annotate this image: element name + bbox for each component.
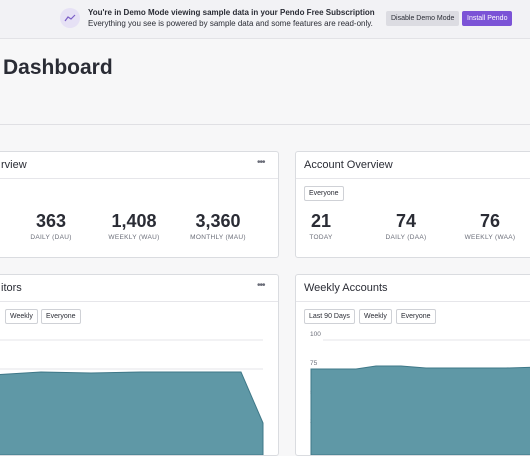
filter-chip[interactable]: Last 90 Days [304,309,355,324]
y-tick-label: 100 [310,331,321,338]
metric-value: 76 [479,211,501,231]
card: Account Overview Everyone 21 TODAY 74 DA… [295,151,530,258]
filter-chip[interactable]: Weekly [359,309,392,324]
area [0,371,264,455]
card-title: rview [1,159,27,171]
metric-label: TODAY [309,234,333,241]
metric-label: MONTHLY (MAU) [190,234,246,241]
card-title: Weekly Accounts [304,282,388,294]
metric-value: 363 [35,211,67,231]
card-divider [296,178,530,179]
metric-value: 3,360 [195,211,241,231]
metric-label: DAILY (DAA) [385,234,427,241]
y-tick-label: 75 [310,360,318,367]
card-menu[interactable]: ••• [257,280,265,291]
area-chart [310,339,530,455]
metric-label: DAILY (DAU) [30,234,72,241]
card-divider [0,301,278,302]
icon-graph [64,14,76,22]
metric-label: WEEKLY (WAU) [108,234,160,241]
card-title: itors [1,282,22,294]
install-button[interactable]: Install Pendo [462,11,513,26]
card: itors ••• Weekly Everyone [0,274,279,456]
disable-demo-button[interactable]: Disable Demo Mode [386,11,460,26]
metric-value: 21 [310,211,332,231]
metric-label: WEEKLY (WAA) [464,234,516,241]
card-divider [0,178,278,179]
card-divider [296,301,530,302]
banner-title: You're in Demo Mode viewing sample data … [88,8,375,17]
card-title: Account Overview [304,159,393,171]
card: rview ••• 363 DAILY (DAU) 1,408 WEEKLY (… [0,151,279,258]
card-menu[interactable]: ••• [257,157,265,168]
metric-value: 1,408 [111,211,157,231]
area-chart [0,339,264,455]
area [310,365,530,455]
divider [0,124,530,125]
filter-chip[interactable]: Weekly [5,309,38,324]
banner-icon [60,8,80,28]
filter-chip[interactable]: Everyone [41,309,81,324]
filter-chip[interactable]: Everyone [396,309,436,324]
filter-chip[interactable]: Everyone [304,186,344,201]
demo-banner: You're in Demo Mode viewing sample data … [0,0,530,39]
banner-subtitle: Everything you see is powered by sample … [88,19,373,28]
metric-value: 74 [395,211,417,231]
page-title: Dashboard [3,56,113,79]
card: Weekly Accounts Last 90 Days Weekly Ever… [295,274,530,456]
